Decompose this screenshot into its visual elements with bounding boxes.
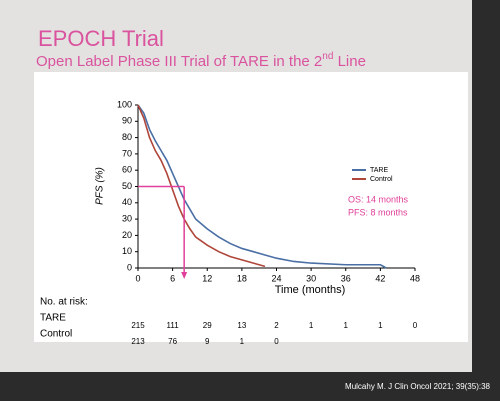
km-curve — [137, 104, 387, 269]
x-tick-label: 36 — [341, 273, 351, 283]
y-tick-label: 90 — [122, 116, 132, 126]
x-tick-label: 42 — [375, 273, 385, 283]
chart-panel — [34, 72, 468, 342]
y-tick-label: 10 — [122, 246, 132, 256]
y-tick-label: 80 — [122, 132, 132, 142]
x-tick-label: 6 — [170, 273, 175, 283]
y-tick-label: 70 — [122, 148, 132, 158]
risk-value: 1 — [378, 321, 383, 330]
x-tick-label: 24 — [271, 273, 281, 283]
pfs-marker-arrow — [181, 272, 188, 279]
risk-value: 9 — [205, 337, 210, 346]
y-tick-label: 0 — [127, 262, 132, 272]
risk-value: 215 — [131, 321, 145, 330]
x-tick-label: 48 — [410, 273, 420, 283]
risk-value: 1 — [309, 321, 314, 330]
subtitle-sup: nd — [322, 51, 333, 62]
risk-value: 13 — [237, 321, 246, 330]
risk-value: 213 — [131, 337, 145, 346]
risk-value: 76 — [168, 337, 177, 346]
y-tick-label: 100 — [117, 99, 132, 109]
risk-value: 1 — [240, 337, 245, 346]
title: EPOCH Trial — [38, 26, 164, 51]
subtitle-part: Line — [333, 53, 366, 70]
y-tick-label: 30 — [122, 213, 132, 223]
citation: Mulcahy M. J Clin Oncol 2021; 39(35):38 — [345, 382, 491, 391]
risk-value: 2 — [274, 321, 279, 330]
legend-label: Control — [370, 176, 393, 183]
x-tick-label: 30 — [306, 273, 316, 283]
x-tick-label: 18 — [237, 273, 247, 283]
subtitle-part: Open Label Phase III Trial of TARE in th… — [36, 53, 322, 70]
risk-row-name: TARE — [40, 313, 66, 324]
risk-value: 1 — [344, 321, 349, 330]
risk-title: No. at risk: — [40, 297, 88, 308]
y-tick-label: 50 — [122, 181, 132, 191]
y-tick-label: 20 — [122, 230, 132, 240]
annotation: PFS: 8 months — [348, 207, 408, 217]
y-axis-label: PFS (%) — [95, 167, 106, 205]
y-tick-label: 40 — [122, 197, 132, 207]
risk-value: 0 — [274, 337, 279, 346]
y-tick-label: 60 — [122, 165, 132, 175]
legend-label: TARE — [370, 167, 388, 174]
risk-row-name: Control — [40, 329, 72, 340]
risk-value: 0 — [413, 321, 418, 330]
x-tick-label: 12 — [202, 273, 212, 283]
risk-value: 111 — [167, 321, 180, 330]
x-axis-label: Time (months) — [275, 284, 346, 296]
annotation: OS: 14 months — [348, 194, 409, 204]
risk-value: 29 — [203, 321, 212, 330]
subtitle: Open Label Phase III Trial of TARE in th… — [36, 51, 366, 70]
x-tick-label: 0 — [135, 273, 140, 283]
